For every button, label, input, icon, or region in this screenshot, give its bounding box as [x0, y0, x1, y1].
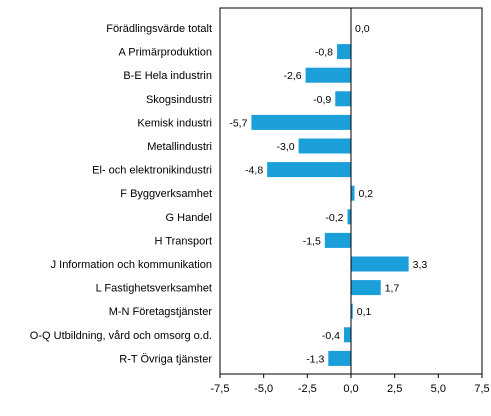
- category-label-13: O-Q Utbildning, vård och omsorg o.d.: [30, 330, 212, 342]
- value-label-4: -5,7: [229, 117, 247, 129]
- x-tick-label-0: -7,5: [211, 383, 230, 395]
- bar-2: [305, 67, 351, 83]
- bar-1: [337, 44, 351, 60]
- value-label-6: -4,8: [245, 165, 263, 177]
- bar-11: [351, 280, 381, 296]
- bar-8: [347, 209, 351, 225]
- category-label-12: M-N Företagstjänster: [109, 306, 213, 318]
- value-label-5: -3,0: [277, 141, 295, 153]
- value-labels-group: 0,0 -0,8 -2,6 -0,9 -5,7 -3,0 -4,8 0,2 -0,2 -1,5 3,…: [229, 23, 427, 365]
- category-label-4: Kemisk industri: [137, 117, 212, 129]
- x-tick-label-3: 0,0: [343, 383, 358, 395]
- value-label-12: 0,1: [357, 306, 372, 318]
- value-label-7: 0,2: [358, 188, 373, 200]
- x-tick-label-1: -5,0: [254, 383, 273, 395]
- category-label-10: J Information och kommunikation: [51, 259, 212, 271]
- value-label-9: -1,5: [303, 235, 321, 247]
- value-label-11: 1,7: [385, 283, 400, 295]
- category-label-2: B-E Hela industrin: [123, 70, 212, 82]
- category-label-3: Skogsindustri: [146, 94, 212, 106]
- value-label-1: -0,8: [315, 47, 333, 59]
- value-label-10: 3,3: [413, 259, 428, 271]
- bar-9: [324, 232, 351, 248]
- bar-4: [251, 114, 351, 130]
- value-label-0: 0,0: [355, 23, 370, 35]
- category-label-6: El- och elektronikindustri: [92, 165, 212, 177]
- bars-group: [251, 44, 409, 366]
- value-label-8: -0,2: [325, 212, 343, 224]
- x-tick-label-2: -2,5: [298, 383, 317, 395]
- category-label-14: R-T Övriga tjänster: [119, 353, 212, 365]
- category-label-1: A Primärproduktion: [118, 47, 212, 59]
- bar-6: [267, 162, 351, 178]
- category-label-11: L Fastighetsverksamhet: [96, 283, 212, 295]
- category-label-7: F Byggverksamhet: [120, 188, 212, 200]
- category-label-0: Förädlingsvärde totalt: [106, 23, 212, 35]
- x-tick-label-4: 2,5: [387, 383, 402, 395]
- value-label-13: -0,4: [322, 330, 340, 342]
- bar-13: [344, 327, 351, 343]
- value-label-2: -2,6: [283, 70, 301, 82]
- category-label-8: G Handel: [166, 212, 212, 224]
- x-tick-label-6: 7,5: [474, 383, 489, 395]
- category-label-5: Metallindustri: [147, 141, 212, 153]
- bar-3: [335, 91, 351, 107]
- bar-7: [351, 185, 355, 201]
- category-label-9: H Transport: [155, 235, 212, 247]
- category-labels-group: Förädlingsvärde totalt A Primärproduktion…: [30, 23, 213, 365]
- bar-12: [351, 303, 353, 319]
- value-label-14: -1,3: [306, 353, 324, 365]
- bar-10: [351, 256, 409, 272]
- x-tick-label-5: 5,0: [431, 383, 446, 395]
- bar-14: [328, 350, 351, 366]
- value-label-3: -0,9: [313, 94, 331, 106]
- bar-5: [298, 138, 351, 154]
- x-ticks-group: -7,5 -5,0 -2,5 0,0 2,5 5,0 7,5: [211, 374, 490, 395]
